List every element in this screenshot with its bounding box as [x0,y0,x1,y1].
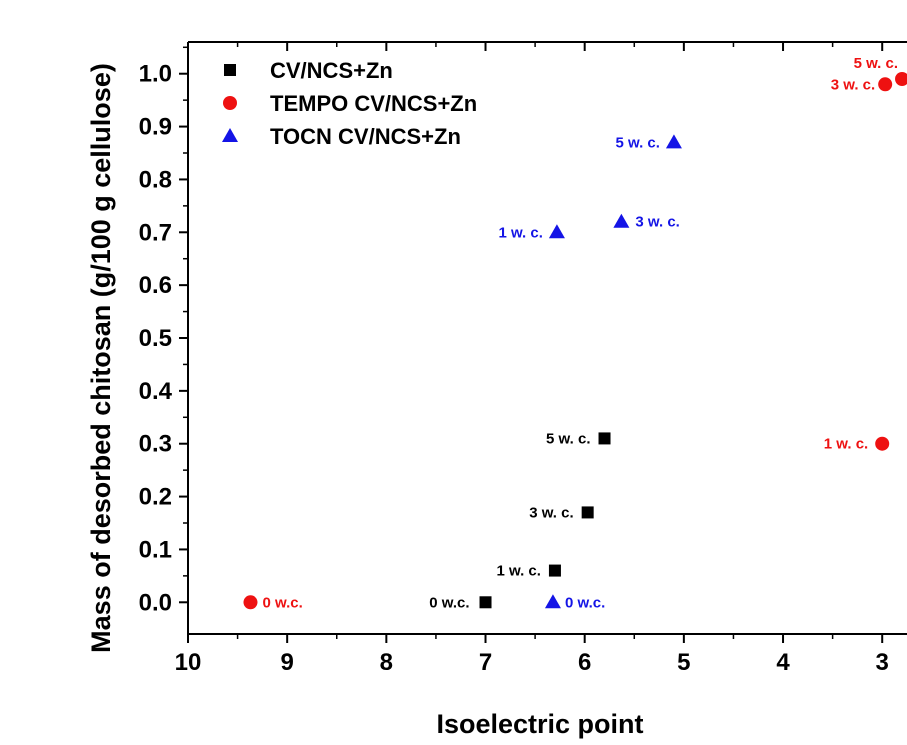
y-tick-label: 0.7 [139,219,172,246]
circle-point-label: 3 w. c. [831,76,875,93]
triangle-data-point [548,224,565,239]
circle-data-point [878,77,893,92]
point-labels: 0 w.c. 1 w. c. 3 w. c. 5 w. c. 0 w.c. 1 w. c.… [262,55,898,611]
square-data-point [479,596,492,609]
x-tick-label: 7 [479,649,492,676]
square-data-point [598,432,611,445]
square-point-label: 5 w. c. [546,430,590,447]
legend-entry-label: TOCN CV/NCS+Zn [270,124,461,149]
y-tick-label: 0.0 [139,589,172,616]
y-axis-title: Mass of desorbed chitosan (g/100 g cellu… [86,63,116,653]
legend-triangle-marker [222,128,238,142]
square-point-label: 3 w. c. [529,504,573,521]
circle-data-point [895,72,907,86]
triangle-data-point [613,213,630,228]
x-tick-label: 4 [776,649,790,676]
triangle-point-label: 5 w. c. [615,134,659,151]
circle-point-label: 5 w. c. [854,55,898,72]
x-tick-label: 10 [175,649,202,676]
square-data-point [548,564,561,577]
x-tick-label: 3 [876,649,889,676]
triangle-point-label: 0 w.c. [565,594,605,611]
legend-entry-label: CV/NCS+Zn [270,58,393,83]
square-point-label: 0 w.c. [429,594,469,611]
y-tick-label: 0.4 [139,378,173,405]
triangle-point-label: 3 w. c. [635,214,679,231]
y-tick-label: 0.9 [139,114,172,141]
triangle-point-label: 1 w. c. [498,224,542,241]
y-tick-label: 0.8 [139,166,172,193]
circle-data-point [243,595,258,610]
y-tick-label: 0.6 [139,272,172,299]
triangle-data-point [665,134,682,149]
y-tick-label: 0.1 [139,536,172,563]
x-axis-title: Isoelectric point [436,709,643,739]
circle-data-point [875,436,890,451]
legend-square-marker [224,64,236,76]
y-tick-label: 0.3 [139,431,172,458]
y-tick-label: 0.2 [139,484,172,511]
x-tick-label: 5 [677,649,690,676]
square-data-point [581,506,594,519]
triangle-data-point [544,594,561,609]
legend-circle-marker [223,96,237,110]
square-point-label: 1 w. c. [496,563,540,580]
ticks: 10 9 8 7 6 5 4 3 0.0 0.1 0.2 0.3 0.4 0.5 0.6 0.7 0.8 0.9 1… [139,42,889,676]
x-tick-label: 8 [380,649,393,676]
y-tick-label: 0.5 [139,325,172,352]
circle-point-label: 1 w. c. [824,436,868,453]
legend: CV/NCS+Zn TEMPO CV/NCS+Zn TOCN CV/NCS+Zn [222,58,477,149]
legend-entry-label: TEMPO CV/NCS+Zn [270,91,477,116]
x-tick-label: 6 [578,649,591,676]
data-points [243,72,907,610]
circle-point-label: 0 w.c. [262,594,302,611]
x-tick-label: 9 [280,649,293,676]
y-tick-label: 1.0 [139,61,172,88]
